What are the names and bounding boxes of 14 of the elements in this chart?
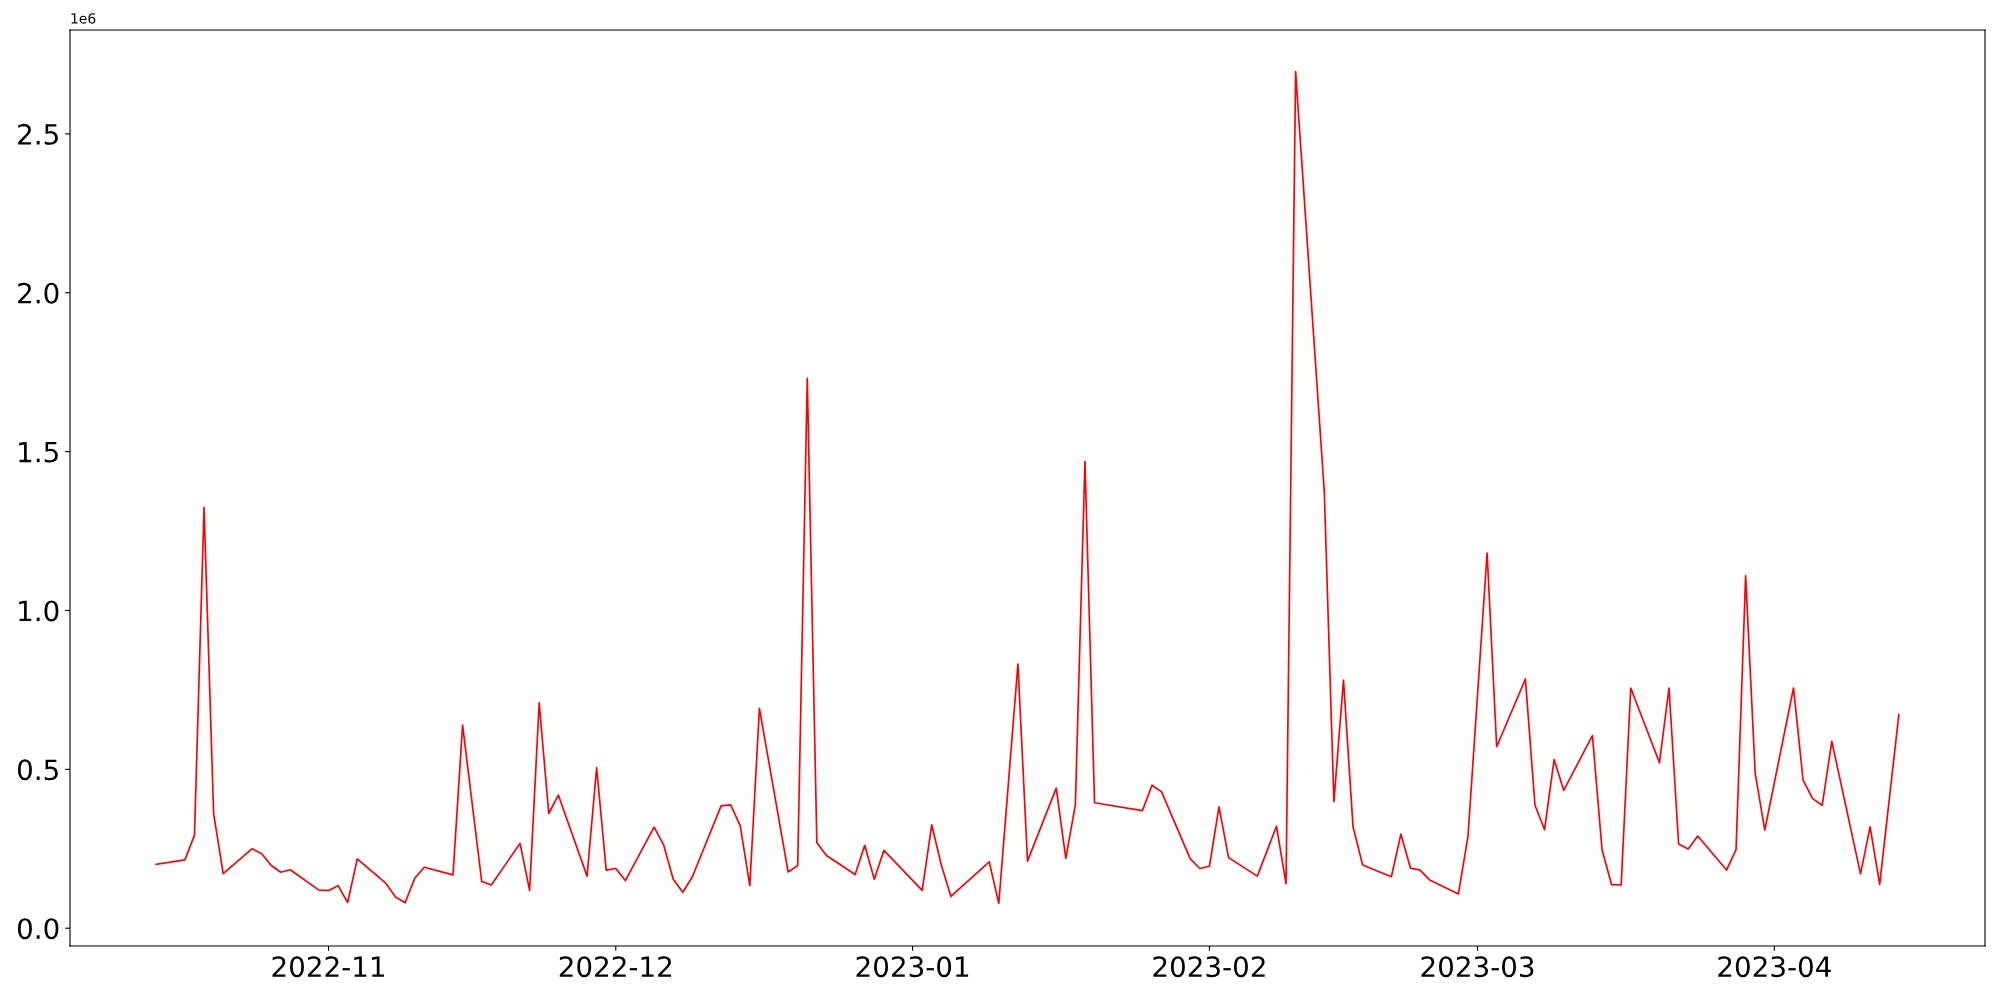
y-tick-label: 0.5 bbox=[17, 759, 58, 781]
y-tick-label: 2.5 bbox=[18, 123, 58, 145]
x-tick-label: 2022-12 bbox=[559, 956, 672, 978]
y-tick-label: 2.0 bbox=[18, 282, 59, 304]
y-tick-label: 0.0 bbox=[17, 918, 59, 940]
x-tick-label: 2022-11 bbox=[272, 956, 384, 978]
line-series bbox=[155, 70, 1900, 905]
x-tick-label: 2023-03 bbox=[1421, 956, 1534, 978]
x-tick-label: 2023-02 bbox=[1153, 956, 1265, 978]
x-tick-label: 2023-04 bbox=[1718, 956, 1831, 978]
y-tick-label: 1.5 bbox=[19, 441, 58, 463]
text: 1e6 bbox=[71, 13, 96, 24]
x-tick-label: 2023-01 bbox=[856, 956, 969, 978]
y-tick-label: 1.0 bbox=[19, 600, 59, 622]
